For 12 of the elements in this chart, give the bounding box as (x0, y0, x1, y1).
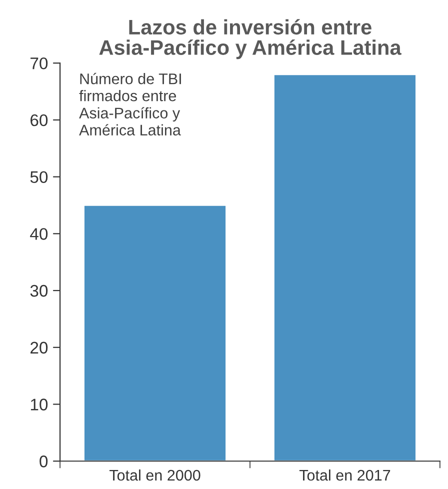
y-tick-label: 50 (30, 171, 48, 184)
y-tick-label: 60 (30, 114, 48, 126)
x-tick-label: Total en 2017 (299, 469, 390, 481)
y-tick-label: 10 (30, 398, 48, 410)
y-tick-label: 20 (30, 342, 48, 354)
annotation: Número de TBI firmados entre Asia-Pacífico y América Latina (79, 72, 181, 136)
y-tick-label: 0 (40, 456, 48, 468)
y-tick-label: 70 (30, 57, 48, 70)
x-tick-label: Total en 2000 (109, 469, 200, 481)
y-tick-label: 30 (30, 284, 48, 297)
chart-title: Lazos de inversión entre Asia-Pacífico y América Latina (99, 19, 402, 60)
y-tick-label: 40 (30, 228, 48, 240)
